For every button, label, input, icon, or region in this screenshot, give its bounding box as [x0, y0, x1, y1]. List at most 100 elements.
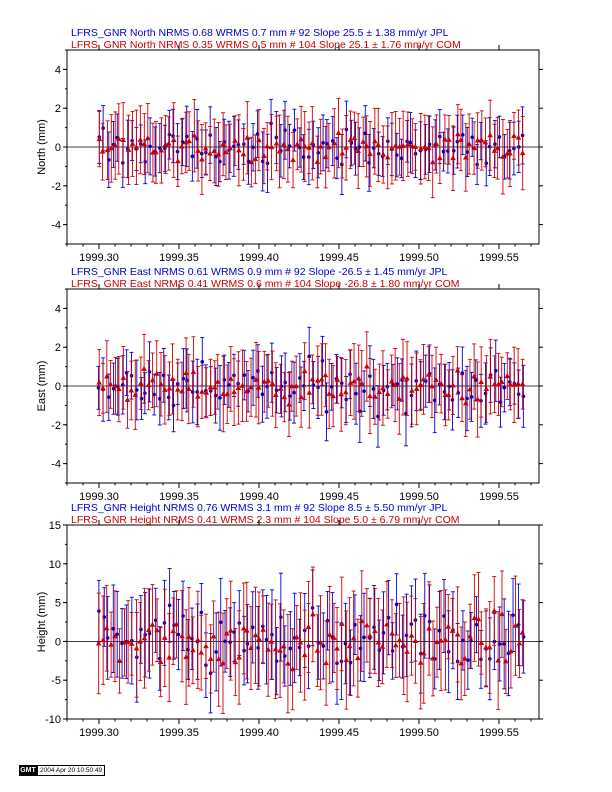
data-point-jpl	[372, 625, 376, 630]
data-point-com	[392, 142, 399, 148]
xtick-label-height: 1999.30	[79, 727, 119, 739]
data-point-com	[412, 637, 419, 643]
data-point-com	[343, 144, 349, 150]
data-point-com	[331, 634, 337, 640]
data-point-jpl	[218, 396, 222, 400]
data-point-com	[301, 368, 308, 374]
data-point-com	[420, 376, 427, 382]
data-point-jpl	[371, 387, 376, 391]
data-point-com	[125, 146, 132, 152]
data-point-com	[190, 368, 197, 374]
data-point-com	[137, 638, 144, 644]
data-point-com	[227, 145, 233, 151]
data-point-com	[273, 392, 279, 398]
data-point-com	[169, 375, 176, 381]
data-point-com	[471, 145, 477, 151]
data-point-com	[389, 630, 395, 636]
data-point-com	[343, 389, 349, 395]
ytick-label-height: 10	[49, 559, 61, 571]
data-point-com	[100, 385, 106, 391]
data-point-com	[392, 382, 398, 388]
data-point-com	[343, 657, 350, 663]
data-point-com	[265, 377, 272, 383]
data-point-com	[422, 143, 428, 149]
ytick-label-east: -2	[51, 420, 61, 432]
data-point-com	[195, 393, 201, 399]
data-point-jpl	[195, 390, 200, 394]
data-point-com	[179, 388, 185, 394]
data-point-com	[363, 363, 370, 369]
data-point-jpl	[321, 644, 326, 648]
data-point-com	[306, 389, 313, 395]
data-point-com	[301, 652, 308, 658]
gmt-logo: GMT	[19, 765, 37, 776]
xtick-label-east: 1999.30	[79, 491, 119, 503]
data-point-com	[380, 151, 387, 157]
data-point-com	[179, 633, 185, 639]
data-point-com	[367, 632, 373, 638]
data-point-com	[145, 135, 151, 141]
data-point-com	[232, 659, 239, 665]
data-point-com	[309, 140, 316, 146]
data-point-com	[108, 145, 115, 151]
data-point-com	[212, 384, 218, 390]
data-point-com	[252, 632, 259, 638]
data-point-com	[384, 621, 390, 627]
data-point-com	[437, 155, 443, 161]
data-point-jpl	[200, 359, 205, 364]
data-point-com	[162, 634, 168, 640]
data-point-com	[450, 155, 456, 161]
data-point-jpl	[292, 390, 296, 395]
data-point-jpl	[321, 141, 325, 145]
data-point-com	[483, 386, 490, 392]
data-point-com	[459, 395, 465, 401]
data-point-com	[372, 393, 378, 399]
data-point-jpl	[521, 394, 526, 399]
data-point-com	[433, 376, 439, 382]
data-point-jpl	[242, 373, 247, 377]
data-point-jpl	[516, 392, 521, 396]
gmt-timestamp: 2004 Apr 20 10:50:49	[37, 765, 106, 776]
data-point-com	[165, 140, 172, 146]
data-point-com	[207, 655, 214, 661]
data-point-com	[128, 387, 135, 393]
data-point-com	[474, 137, 481, 143]
data-point-com	[486, 644, 493, 650]
data-point-com	[157, 659, 164, 665]
data-point-com	[286, 401, 292, 407]
data-point-com	[215, 656, 222, 662]
data-point-com	[471, 373, 477, 379]
data-point-com	[158, 381, 164, 387]
data-point-com	[445, 623, 452, 629]
data-point-com	[463, 154, 469, 160]
data-point-jpl	[121, 383, 125, 387]
data-point-com	[355, 655, 361, 661]
data-point-com	[170, 628, 176, 634]
data-point-com	[323, 660, 329, 666]
data-point-com	[478, 640, 485, 646]
data-point-com	[96, 136, 103, 142]
data-point-com	[281, 394, 288, 400]
data-point-jpl	[302, 384, 306, 388]
data-point-com	[124, 396, 131, 402]
data-point-jpl	[264, 637, 269, 642]
data-point-com	[174, 386, 181, 392]
data-point-com	[475, 616, 482, 622]
legend-east-1: LFRS_GNR East NRMS 0.41 WRMS 0.6 mm # 10…	[71, 278, 460, 290]
data-point-com	[100, 637, 106, 643]
data-point-com	[277, 385, 284, 391]
data-point-com	[198, 649, 204, 655]
data-point-com	[207, 150, 213, 156]
data-point-com	[375, 141, 382, 147]
data-point-com	[252, 156, 259, 162]
data-point-jpl	[329, 385, 334, 389]
data-point-jpl	[447, 384, 451, 389]
data-point-jpl	[427, 619, 432, 624]
data-point-com	[330, 393, 336, 399]
data-point-com	[461, 655, 468, 661]
xtick-label-north: 1999.55	[479, 252, 519, 264]
data-point-com	[504, 373, 511, 379]
data-point-jpl	[250, 625, 255, 630]
data-point-jpl	[167, 603, 172, 608]
data-point-com	[280, 643, 287, 649]
